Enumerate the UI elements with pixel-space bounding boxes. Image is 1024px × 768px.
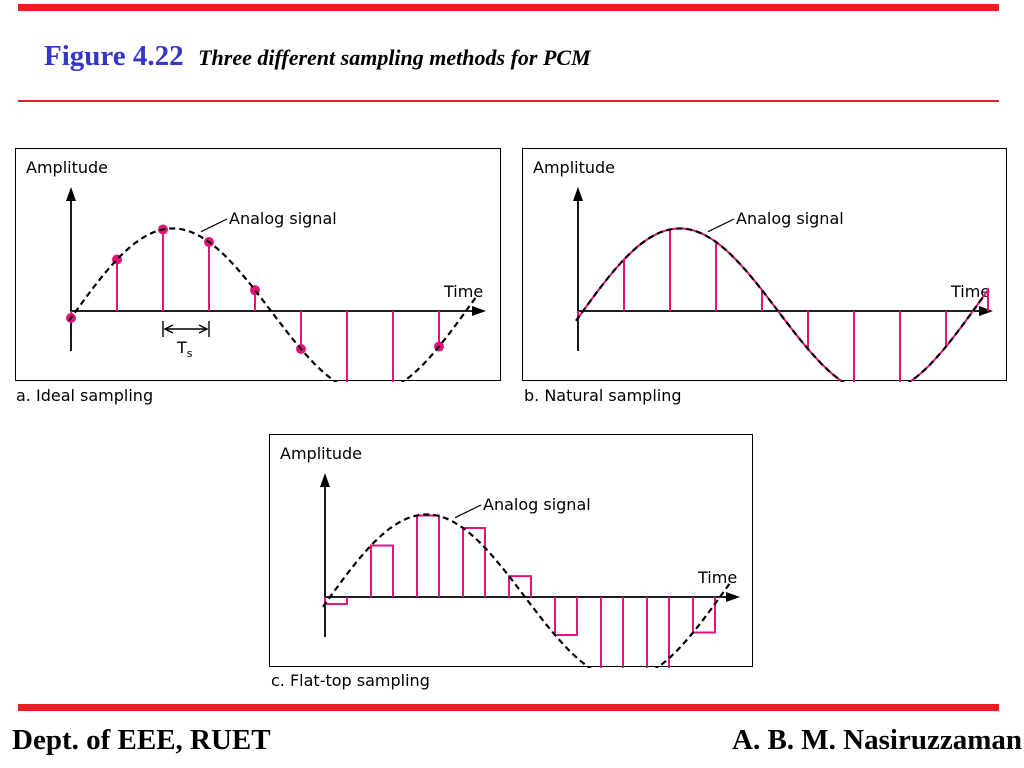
flat-top-pulse: [324, 597, 348, 605]
natural-sample-pulse: [853, 311, 901, 382]
amplitude-label: Amplitude: [26, 158, 108, 177]
natural-sampling-panel: Amplitude Time Analog signal: [522, 148, 1007, 382]
amplitude-label: Amplitude: [533, 158, 615, 177]
period-arrow-right: [198, 324, 209, 334]
flat-top-pulse: [370, 544, 394, 597]
time-label: Time: [697, 568, 737, 587]
time-axis-arrow: [726, 592, 740, 602]
footer-department: Dept. of EEE, RUET: [12, 724, 271, 756]
period-label: Ts: [176, 338, 193, 360]
flat-top-pulse: [646, 597, 670, 668]
natural-sample-pulse: [807, 311, 855, 382]
period-subscript: s: [187, 347, 193, 360]
natural-sample-pulse: [623, 228, 671, 311]
time-label: Time: [950, 282, 990, 301]
flat-top-pulse: [554, 597, 578, 636]
flat-top-sampling-diagram: Amplitude Time Analog signal: [280, 444, 740, 668]
natural-sample-pulse: [715, 240, 763, 311]
analog-signal-curve: [575, 227, 985, 382]
flat-top-sampling-caption: c. Flat-top sampling: [271, 671, 430, 690]
period-arrow-left: [163, 324, 174, 334]
flat-top-pulse: [416, 514, 440, 597]
flat-top-pulse: [508, 575, 532, 597]
amplitude-axis-arrow: [320, 473, 330, 487]
analog-signal-label: Analog signal: [483, 495, 591, 514]
ideal-sampling-diagram: Amplitude Time Analog signal Ts: [26, 158, 486, 382]
flat-top-pulse: [692, 597, 716, 634]
flat-top-pulse: [600, 597, 624, 668]
title-underline-rule: [18, 100, 999, 102]
analog-signal-curve: [68, 227, 478, 382]
slide-title: Figure 4.22 Three different sampling met…: [44, 40, 591, 73]
ideal-sampling-panel: Amplitude Time Analog signal Ts: [15, 148, 501, 382]
natural-sampling-caption: b. Natural sampling: [524, 386, 682, 405]
ideal-sampling-caption: a. Ideal sampling: [16, 386, 154, 405]
figure-number: Figure 4.22: [44, 40, 184, 72]
amplitude-axis-arrow: [66, 187, 76, 201]
signal-leader-line: [707, 218, 735, 233]
time-axis-arrow: [979, 306, 993, 316]
analog-signal-label: Analog signal: [229, 209, 337, 228]
figure-caption: Three different sampling methods for PCM: [198, 45, 591, 70]
top-red-rule: [18, 4, 999, 11]
bottom-red-rule: [18, 704, 999, 711]
natural-sample-pulse: [669, 227, 717, 311]
time-axis-arrow: [472, 306, 486, 316]
amplitude-axis-arrow: [573, 187, 583, 201]
natural-sampling-diagram: Amplitude Time Analog signal: [533, 158, 993, 382]
signal-leader-line: [454, 504, 482, 519]
time-label: Time: [443, 282, 483, 301]
analog-signal-curve: [322, 513, 732, 668]
flat-top-sampling-panel: Amplitude Time Analog signal: [269, 434, 753, 668]
amplitude-label: Amplitude: [280, 444, 362, 463]
signal-leader-line: [200, 218, 228, 233]
analog-signal-label: Analog signal: [736, 209, 844, 228]
flat-top-pulse: [462, 527, 486, 597]
footer-author: A. B. M. Nasiruzzaman: [732, 724, 1022, 756]
